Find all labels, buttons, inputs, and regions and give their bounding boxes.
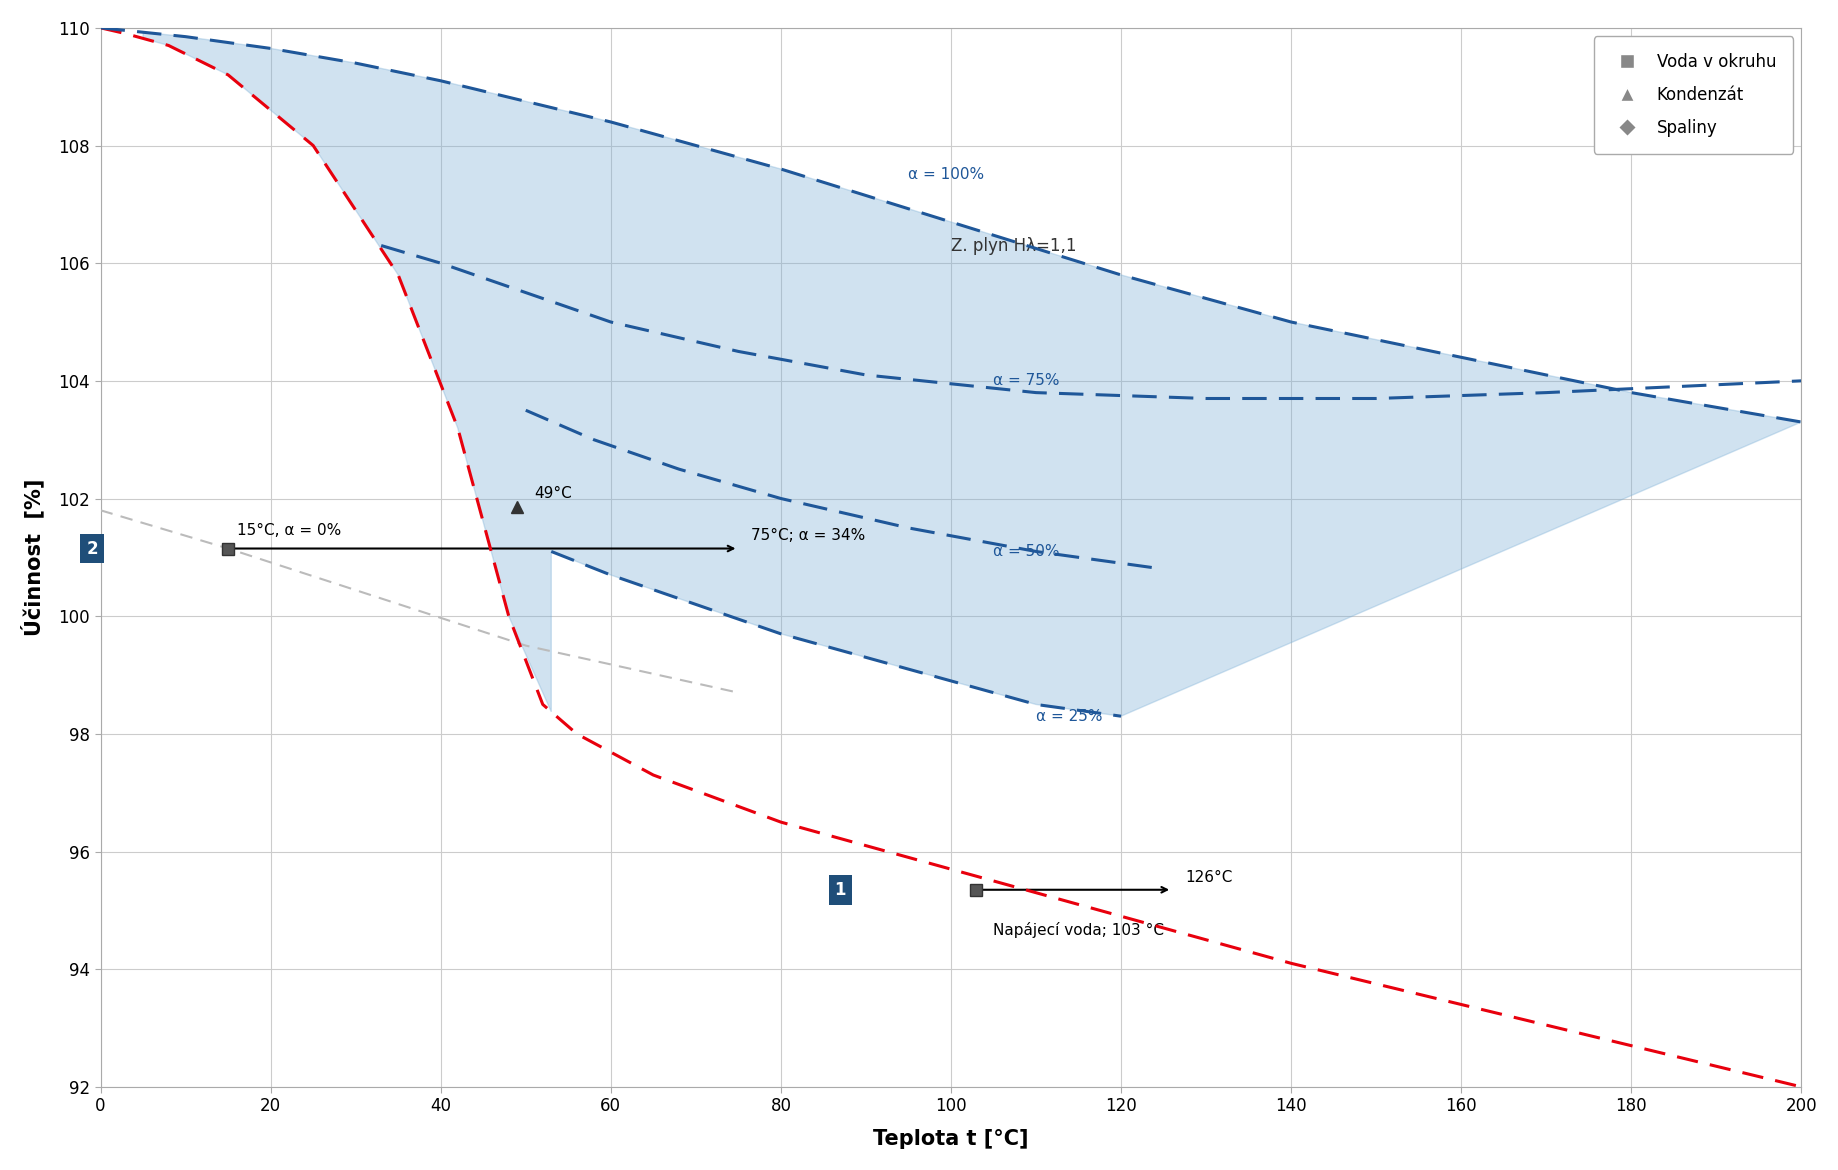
Text: α = 100%: α = 100% (908, 167, 985, 183)
Text: 15°C, α = 0%: 15°C, α = 0% (237, 523, 340, 538)
Text: α = 25%: α = 25% (1037, 709, 1103, 724)
Text: α = 75%: α = 75% (994, 373, 1061, 388)
Text: α = 50%: α = 50% (994, 544, 1061, 559)
Text: Z. plyn Hλ=1,1: Z. plyn Hλ=1,1 (950, 236, 1077, 255)
Text: 126°C: 126°C (1186, 870, 1231, 885)
Text: 49°C: 49°C (535, 487, 572, 502)
Text: Napájecí voda; 103 °C: Napájecí voda; 103 °C (994, 922, 1165, 938)
Y-axis label: Účinnost  [%]: Účinnost [%] (20, 479, 44, 636)
Text: 75°C; α = 34%: 75°C; α = 34% (752, 528, 866, 543)
Legend: Voda v okruhu, Kondenzát, Spaliny: Voda v okruhu, Kondenzát, Spaliny (1594, 36, 1794, 153)
Text: 2: 2 (86, 539, 97, 558)
Polygon shape (143, 33, 1801, 716)
X-axis label: Teplota t [°C]: Teplota t [°C] (873, 1129, 1029, 1149)
Text: 1: 1 (834, 881, 845, 899)
